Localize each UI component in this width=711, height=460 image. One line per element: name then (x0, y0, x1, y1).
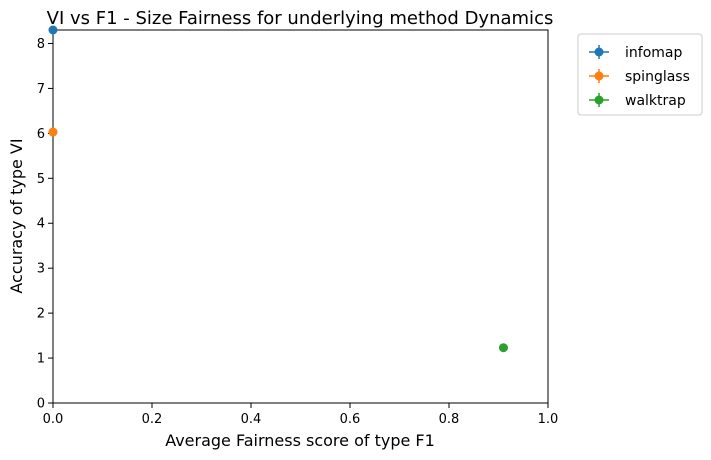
legend-label-infomap: infomap (625, 45, 682, 61)
y-axis: 0 1 2 3 4 5 6 7 8 (37, 37, 53, 412)
legend-label-spinglass: spinglass (625, 69, 690, 85)
legend-marker-spinglass (594, 71, 604, 81)
y-tick-label: 0 (37, 397, 45, 412)
legend-marker-infomap (594, 47, 604, 57)
plot-area (52, 29, 549, 404)
y-axis-label: Accuracy of type VI (7, 138, 26, 293)
x-tick-label: 1.0 (538, 412, 559, 427)
point-spinglass (48, 127, 58, 137)
y-tick-label: 8 (37, 37, 45, 52)
y-tick-label: 2 (37, 307, 45, 322)
x-tick-label: 0.8 (439, 412, 460, 427)
y-tick-label: 3 (37, 262, 45, 277)
chart-title: VI vs F1 - Size Fairness for underlying … (47, 8, 554, 29)
legend-marker-walktrap (594, 95, 604, 105)
y-tick-label: 4 (37, 217, 45, 232)
x-tick-label: 0.4 (241, 412, 262, 427)
x-tick-label: 0.0 (43, 412, 64, 427)
legend-box (577, 33, 703, 116)
legend-label-walktrap: walktrap (625, 93, 686, 109)
y-tick-label: 6 (37, 127, 45, 142)
legend: infomap spinglass walktrap (577, 33, 703, 116)
y-tick-label: 7 (37, 82, 45, 97)
point-infomap (48, 25, 58, 35)
x-tick-label: 0.6 (340, 412, 361, 427)
x-tick-label: 0.2 (142, 412, 163, 427)
y-tick-label: 1 (37, 352, 45, 367)
y-tick-label: 5 (37, 172, 45, 187)
x-axis: 0.0 0.2 0.4 0.6 0.8 1.0 (43, 403, 559, 427)
data-points (48, 25, 508, 353)
point-walktrap (498, 343, 508, 353)
x-axis-label: Average Fairness score of type F1 (165, 431, 435, 450)
